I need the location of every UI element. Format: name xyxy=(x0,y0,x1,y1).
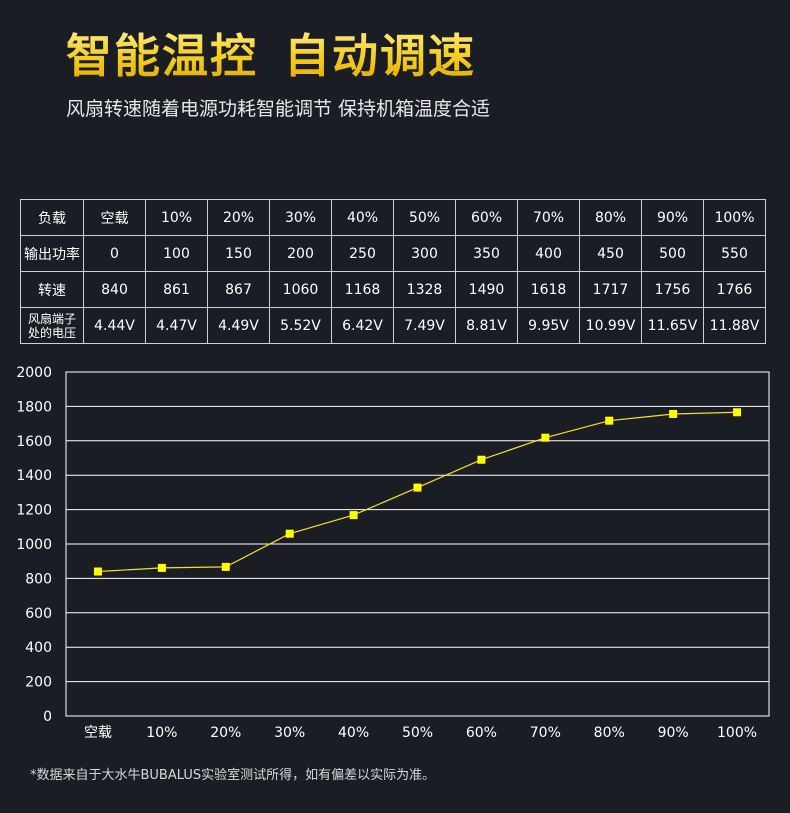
table-cell: 9.95V xyxy=(517,307,580,344)
x-tick-label: 90% xyxy=(658,725,689,741)
table-cell: 0 xyxy=(83,235,146,272)
table-cell: 1168 xyxy=(331,271,394,308)
table-cell: 40% xyxy=(331,199,394,236)
table-cell: 60% xyxy=(455,199,518,236)
y-tick-label: 1800 xyxy=(16,399,52,415)
table-cell: 1490 xyxy=(455,271,518,308)
footnote: *数据来自于大水牛BUBALUS实验室测试所得，如有偏差以实际为准。 xyxy=(30,768,436,783)
table-cell: 10.99V xyxy=(579,307,642,344)
data-point-marker xyxy=(669,409,678,418)
table-cell: 250 xyxy=(331,235,394,272)
table-cell: 11.88V xyxy=(703,307,766,344)
table-cell: 400 xyxy=(517,235,580,272)
y-tick-label: 600 xyxy=(25,606,52,622)
table-cell: 500 xyxy=(641,235,704,272)
y-tick-label: 800 xyxy=(25,571,52,587)
table-cell: 1717 xyxy=(579,271,642,308)
table-cell: 5.52V xyxy=(269,307,332,344)
data-point-marker xyxy=(541,433,550,442)
data-point-marker xyxy=(93,567,102,576)
table-cell: 861 xyxy=(145,271,208,308)
x-tick-label: 100% xyxy=(717,725,757,741)
data-point-marker xyxy=(605,416,614,425)
data-point-marker xyxy=(221,562,230,571)
table-cell: 50% xyxy=(393,199,456,236)
table-row-voltage: 风扇端子 处的电压 4.44V 4.47V 4.49V 5.52V 6.42V … xyxy=(20,307,766,344)
title-part2: 自动调速 xyxy=(284,29,476,83)
x-tick-label: 20% xyxy=(210,725,241,741)
table-cell: 867 xyxy=(207,271,270,308)
row-head-voltage-line1: 风扇端子 xyxy=(27,311,76,326)
table-cell: 350 xyxy=(455,235,518,272)
data-point-marker xyxy=(477,455,486,464)
table-cell: 20% xyxy=(207,199,270,236)
table-cell: 100% xyxy=(703,199,766,236)
y-tick-label: 2000 xyxy=(16,365,52,381)
y-tick-label: 1600 xyxy=(16,434,52,450)
x-tick-label: 70% xyxy=(530,725,561,741)
page-title: 智能温控 自动调速 xyxy=(66,20,476,86)
x-tick-label: 40% xyxy=(338,725,369,741)
table-cell: 30% xyxy=(269,199,332,236)
data-point-marker xyxy=(285,529,294,538)
table-cell: 4.49V xyxy=(207,307,270,344)
page-subtitle: 风扇转速随着电源功耗智能调节 保持机箱温度合适 xyxy=(66,98,491,120)
y-tick-label: 400 xyxy=(25,640,52,656)
data-point-marker xyxy=(413,483,422,492)
table-row-speed: 转速 840 861 867 1060 1168 1328 1490 1618 … xyxy=(20,271,766,308)
y-tick-label: 1400 xyxy=(16,468,52,484)
series-line xyxy=(97,411,738,573)
table-cell: 80% xyxy=(579,199,642,236)
fan-speed-line-chart: 0 200 400 600 800 1000 1200 1400 1600 1800 2000 空载 1… xyxy=(16,365,770,741)
table-cell: 1328 xyxy=(393,271,456,308)
row-head-load: 负载 xyxy=(20,199,84,236)
table-cell: 11.65V xyxy=(641,307,704,344)
x-tick-label: 60% xyxy=(466,725,497,741)
x-tick-label: 10% xyxy=(146,725,177,741)
table-cell: 4.47V xyxy=(145,307,208,344)
table-cell: 100 xyxy=(145,235,208,272)
data-point-marker xyxy=(157,563,166,572)
table-row-output-power: 输出功率 0 100 150 200 250 300 350 400 450 5… xyxy=(20,235,766,272)
row-head-speed: 转速 xyxy=(20,271,84,308)
table-cell: 90% xyxy=(641,199,704,236)
table-cell: 450 xyxy=(579,235,642,272)
table-cell: 840 xyxy=(83,271,146,308)
table-cell: 7.49V xyxy=(393,307,456,344)
table-cell: 8.81V xyxy=(455,307,518,344)
y-tick-label: 0 xyxy=(43,709,52,725)
x-tick-label: 空载 xyxy=(84,725,112,741)
data-point-marker xyxy=(349,511,358,520)
x-tick-label: 50% xyxy=(402,725,433,741)
y-tick-label: 1000 xyxy=(16,537,52,553)
table-cell: 1766 xyxy=(703,271,766,308)
data-point-marker xyxy=(733,408,742,417)
x-tick-label: 30% xyxy=(274,725,305,741)
table-cell: 1756 xyxy=(641,271,704,308)
x-tick-label: 80% xyxy=(594,725,625,741)
title-part1: 智能温控 xyxy=(66,29,258,83)
spec-table: 负载 空载 10% 20% 30% 40% 50% 60% 70% 80% 90… xyxy=(20,199,766,344)
table-cell: 1060 xyxy=(269,271,332,308)
table-cell: 4.44V xyxy=(83,307,146,344)
row-head-voltage-line2: 处的电压 xyxy=(27,325,76,340)
table-cell: 6.42V xyxy=(331,307,394,344)
table-row-load: 负载 空载 10% 20% 30% 40% 50% 60% 70% 80% 90… xyxy=(20,199,766,236)
table-cell: 200 xyxy=(269,235,332,272)
table-cell: 550 xyxy=(703,235,766,272)
y-tick-label: 1200 xyxy=(16,503,52,519)
table-cell: 300 xyxy=(393,235,456,272)
row-head-voltage: 风扇端子 处的电压 xyxy=(20,307,84,344)
table-cell: 70% xyxy=(517,199,580,236)
table-cell: 1618 xyxy=(517,271,580,308)
table-cell: 10% xyxy=(145,199,208,236)
table-cell: 空载 xyxy=(83,199,146,236)
y-tick-label: 200 xyxy=(25,675,52,691)
table-cell: 150 xyxy=(207,235,270,272)
row-head-output-power: 输出功率 xyxy=(20,235,84,272)
